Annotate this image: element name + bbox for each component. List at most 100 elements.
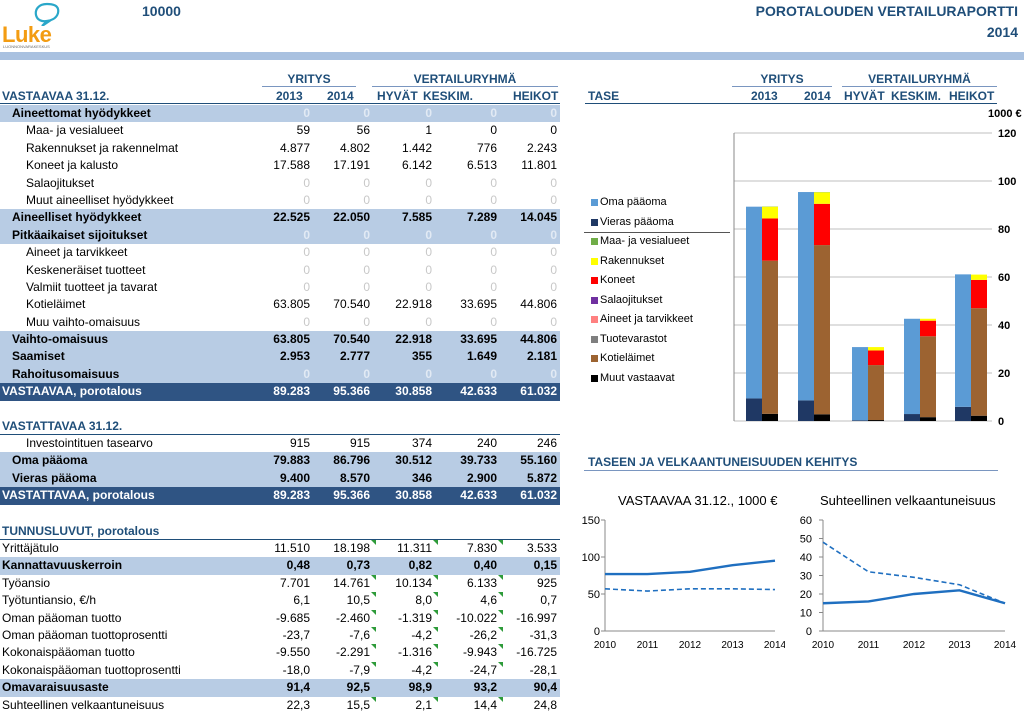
cell-2013: 0 bbox=[303, 106, 310, 120]
chart-col-2014: 2014 bbox=[804, 89, 831, 103]
cell-2014: 92,5 bbox=[346, 680, 370, 695]
table-row: Oma pääoma 79.883 86.796 30.512 39.733 55.160 bbox=[0, 452, 560, 470]
cell-keskim: 2.900 bbox=[466, 470, 497, 485]
cell-hyvat: 6.142 bbox=[401, 158, 432, 173]
cell-2014: 0 bbox=[363, 366, 370, 381]
comment-marker bbox=[498, 696, 503, 702]
assets-title: VASTAAVAA 31.12. bbox=[2, 89, 110, 103]
cell-hyvat: 8,0 bbox=[415, 593, 432, 608]
legend-label: Tuotevarastot bbox=[600, 332, 667, 345]
cell-heikot: 44.806 bbox=[520, 297, 557, 312]
cell-keskim: 0 bbox=[490, 314, 497, 329]
bar-segment bbox=[955, 406, 971, 421]
header-bar bbox=[0, 52, 1024, 60]
cell-keskim: 0,40 bbox=[473, 558, 497, 573]
y-tick-label: 80 bbox=[998, 224, 1010, 236]
cell-2014: 0 bbox=[363, 314, 370, 329]
cell-2013: 6,1 bbox=[293, 593, 310, 608]
speech-bubble-icon bbox=[34, 2, 60, 26]
cell-2013: 0 bbox=[303, 175, 310, 190]
col-heikot: HEIKOT bbox=[513, 89, 559, 103]
table-row: Kokonaispääoman tuotto -9.550 -2.291 -1.316… bbox=[0, 644, 560, 661]
cell-2013: 91,4 bbox=[286, 680, 310, 695]
cell-2013: 89.283 bbox=[273, 488, 310, 503]
cell-2014: 56 bbox=[356, 123, 370, 138]
comment-marker bbox=[498, 626, 503, 632]
cell-2014: 15,5 bbox=[346, 697, 370, 711]
comment-marker bbox=[371, 626, 376, 632]
column-header-row: VASTAAVAA 31.12. 2013 2014 HYVÄT KESKIM.… bbox=[0, 89, 560, 104]
cell-hyvat: 11.311 bbox=[397, 541, 432, 555]
cell-heikot: 14.045 bbox=[520, 210, 557, 225]
cell-2014: 0 bbox=[363, 175, 370, 190]
bar-segment bbox=[868, 420, 884, 421]
comment-marker bbox=[371, 609, 376, 615]
bar-segment bbox=[852, 347, 868, 421]
cell-2013: 0 bbox=[303, 227, 310, 242]
cell-hyvat: 374 bbox=[411, 436, 432, 450]
row-label: Muut aineelliset hyödykkeet bbox=[26, 192, 174, 207]
cell-heikot: 5.872 bbox=[526, 470, 557, 485]
col-keskim: KESKIM. bbox=[423, 89, 474, 103]
comment-marker bbox=[498, 574, 503, 580]
row-label: Vaihto-omaisuus bbox=[12, 332, 109, 347]
group-comparison: VERTAILURYHMÄ bbox=[372, 72, 558, 87]
table-row: Oman pääoman tuotto -9.685 -2.460 -1.319 -10… bbox=[0, 609, 560, 627]
row-label: Vieras pääoma bbox=[12, 470, 97, 485]
cell-keskim: 776 bbox=[476, 140, 497, 155]
cell-heikot: 0,7 bbox=[540, 593, 557, 608]
legend-swatch bbox=[591, 335, 598, 343]
cell-2013: 0 bbox=[303, 192, 310, 207]
ratios-rule bbox=[0, 539, 560, 540]
y-tick-label: 50 bbox=[800, 534, 812, 546]
cell-2013: 63.805 bbox=[273, 297, 310, 312]
cell-2013: 0 bbox=[303, 366, 310, 381]
cell-2014: 95.366 bbox=[333, 384, 370, 399]
y-tick-label: 20 bbox=[800, 589, 812, 601]
group-company: YRITYS bbox=[262, 72, 356, 87]
cell-heikot: 61.032 bbox=[520, 384, 557, 399]
cell-heikot: 44.806 bbox=[520, 332, 557, 347]
col-2013: 2013 bbox=[276, 89, 303, 103]
y-tick-label: 40 bbox=[800, 552, 812, 564]
cell-hyvat: 0,82 bbox=[408, 558, 432, 573]
table-row: Pitkäaikaiset sijoitukset 0 0 0 0 0 bbox=[0, 226, 560, 245]
cell-hyvat: 346 bbox=[411, 470, 432, 485]
cell-2013: 22,3 bbox=[286, 697, 310, 711]
legend-item: Aineet ja tarvikkeet bbox=[591, 313, 693, 326]
cell-keskim: 0 bbox=[490, 227, 497, 242]
comment-marker bbox=[433, 661, 438, 667]
y-tick-label: 60 bbox=[800, 515, 812, 527]
cell-2014: 0 bbox=[363, 245, 370, 260]
col-2014: 2014 bbox=[327, 89, 354, 103]
cell-2014: -2.291 bbox=[335, 645, 370, 660]
legend-label: Aineet ja tarvikkeet bbox=[600, 313, 693, 325]
y-tick-label: 0 bbox=[594, 626, 600, 638]
legend-swatch bbox=[591, 316, 598, 323]
cell-hyvat: 98,9 bbox=[408, 680, 432, 695]
debt-trend-chart: 0 10 20 30 40 50 60 2010 2011 2012 2013 2014 bbox=[800, 515, 1017, 651]
comment-marker bbox=[498, 644, 503, 650]
row-label: Aineet ja tarvikkeet bbox=[26, 245, 128, 260]
line-series bbox=[822, 541, 1006, 604]
cell-heikot: 24,8 bbox=[533, 697, 557, 711]
cell-heikot: -31,3 bbox=[529, 627, 557, 642]
cell-2013: 79.883 bbox=[273, 453, 310, 468]
legend-swatch bbox=[591, 296, 598, 304]
cell-heikot: 0 bbox=[550, 279, 557, 294]
bar-segment bbox=[746, 398, 762, 421]
comment-marker bbox=[498, 540, 503, 545]
farm-id: 10000 bbox=[142, 3, 181, 19]
legend-item: Oma pääoma bbox=[591, 196, 667, 209]
cell-keskim: -9.943 bbox=[462, 645, 497, 660]
bar-segment bbox=[904, 414, 920, 421]
cell-2013: -9.550 bbox=[275, 645, 310, 660]
cell-heikot: -16.725 bbox=[516, 645, 557, 660]
cell-keskim: 240 bbox=[476, 436, 497, 450]
row-label: Kannattavuuskerroin bbox=[2, 558, 123, 573]
cell-2014: 14.761 bbox=[333, 575, 370, 590]
legend-item: Koneet bbox=[591, 274, 635, 287]
comment-marker bbox=[498, 609, 503, 615]
cell-hyvat: 0 bbox=[425, 245, 432, 260]
logo-word: Luke bbox=[2, 22, 52, 47]
